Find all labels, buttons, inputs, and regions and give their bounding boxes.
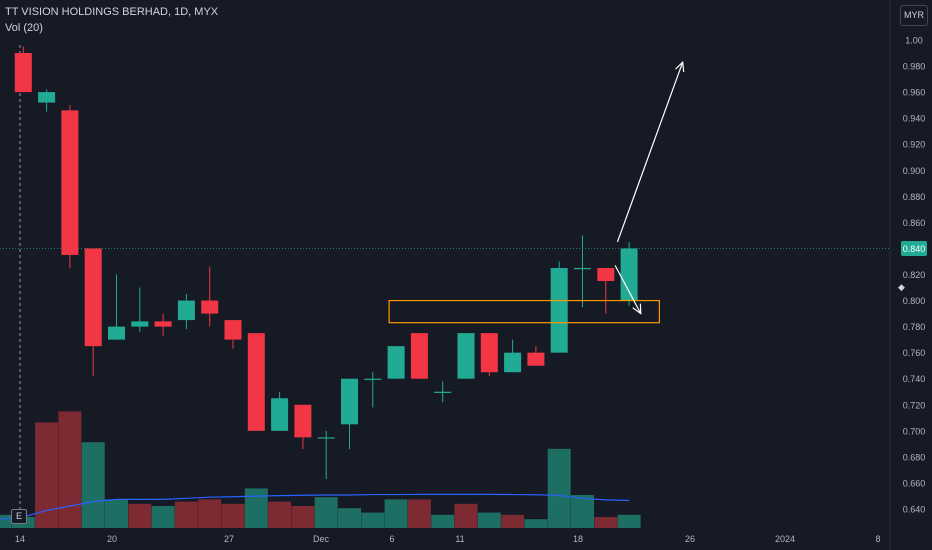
- candle-body: [84, 248, 102, 347]
- x-tick-label: 2024: [775, 534, 795, 544]
- candle-body: [108, 326, 125, 340]
- x-tick-label: 14: [15, 534, 25, 544]
- volume-bar: [35, 422, 59, 528]
- y-tick-label: 0.700: [903, 426, 926, 436]
- volume-bar: [431, 514, 455, 528]
- volume-ma-line: [0, 493, 630, 520]
- volume-bar: [384, 499, 408, 528]
- candle-body: [317, 437, 335, 439]
- arrow-up-annotation-head: [675, 60, 685, 73]
- y-tick-label: 0.760: [903, 348, 926, 358]
- volume-bar: [291, 506, 315, 528]
- volume-bar: [454, 503, 478, 528]
- y-tick-label: 0.660: [903, 478, 926, 488]
- candle-body: [550, 267, 568, 353]
- candle-body: [154, 321, 172, 327]
- y-tick-label: 0.800: [903, 296, 926, 306]
- volume-bar: [501, 514, 525, 528]
- candle-body: [131, 321, 149, 327]
- volume-bar: [524, 519, 548, 528]
- arrow-down-annotation-head: [632, 303, 642, 315]
- volume-bar: [244, 488, 268, 528]
- candle-body: [527, 352, 545, 366]
- y-tick-label: 0.780: [903, 322, 926, 332]
- volume-bar: [174, 501, 198, 528]
- y-tick-label: 0.960: [903, 88, 926, 98]
- volume-bar: [128, 503, 152, 528]
- candle-body: [341, 378, 358, 425]
- x-tick-label: 20: [107, 534, 117, 544]
- x-tick-label: 8: [875, 534, 880, 544]
- volume-bar: [617, 514, 641, 528]
- candle-body: [480, 333, 498, 373]
- volume-bar: [338, 508, 361, 528]
- candle-body: [14, 53, 32, 93]
- candle-body: [38, 92, 56, 103]
- candle-body: [271, 398, 289, 431]
- y-tick-label: 0.680: [903, 452, 926, 462]
- arrow-up-annotation: [616, 61, 684, 243]
- tradingview-logo-icon[interactable]: E: [11, 509, 27, 524]
- volume-bar: [314, 497, 338, 528]
- candle-body: [620, 248, 638, 301]
- last-price-label: 0.840: [903, 244, 926, 254]
- chart-title: TT VISION HOLDINGS BERHAD, 1D, MYX: [5, 6, 219, 18]
- volume-bar: [268, 501, 292, 528]
- y-tick-label: 0.860: [903, 218, 926, 228]
- y-tick-label: 1.00: [905, 36, 923, 46]
- x-tick-label: Dec: [313, 534, 330, 544]
- x-tick-label: 6: [389, 534, 394, 544]
- candle-body: [177, 300, 195, 321]
- volume-bar: [151, 506, 175, 528]
- volume-bar: [594, 517, 618, 528]
- candle-body: [387, 346, 405, 379]
- x-tick-label: 27: [224, 534, 234, 544]
- y-tick-label: 0.640: [903, 505, 926, 515]
- candle-body: [294, 404, 312, 438]
- candle-body: [434, 391, 452, 393]
- y-tick-label: 0.880: [903, 192, 926, 202]
- arrow-down-annotation: [614, 265, 642, 314]
- last-price-badge: [901, 240, 927, 256]
- volume-bar: [361, 512, 385, 528]
- volume-bar: [571, 495, 594, 528]
- volume-bar: [58, 411, 82, 528]
- candle-body: [201, 300, 219, 314]
- candle-body: [574, 267, 591, 270]
- candle-body: [504, 352, 522, 373]
- y-tick-label: 0.900: [903, 166, 926, 176]
- support-zone-box: [388, 299, 660, 324]
- volume-bar: [547, 448, 571, 528]
- currency-button[interactable]: MYR: [900, 5, 928, 26]
- volume-bar: [81, 442, 105, 528]
- volume-bar: [0, 514, 12, 528]
- candle-body: [247, 333, 265, 431]
- candle-body: [457, 333, 475, 379]
- x-tick-label: 18: [573, 534, 583, 544]
- volume-bar: [198, 499, 222, 528]
- candle-body: [410, 333, 428, 379]
- candle-body: [61, 110, 79, 255]
- x-tick-label: 11: [455, 534, 464, 544]
- x-tick-label: 26: [685, 534, 695, 544]
- y-tick-label: 0.980: [903, 62, 926, 72]
- volume-indicator-label[interactable]: Vol (20): [5, 22, 43, 34]
- y-tick-label: 0.920: [903, 140, 926, 150]
- volume-bar: [221, 503, 245, 528]
- candle-body: [364, 378, 382, 380]
- volume-bar: [477, 512, 501, 528]
- y-tick-label: 0.820: [903, 270, 926, 280]
- y-tick-label: 0.940: [903, 114, 926, 124]
- y-tick-label: 0.740: [903, 374, 926, 384]
- volume-bar: [407, 499, 431, 528]
- volume-bar: [105, 499, 128, 528]
- candle-body: [597, 267, 615, 282]
- scroll-right-icon[interactable]: ◆: [898, 282, 905, 292]
- candle-body: [224, 320, 242, 340]
- y-tick-label: 0.720: [903, 400, 926, 410]
